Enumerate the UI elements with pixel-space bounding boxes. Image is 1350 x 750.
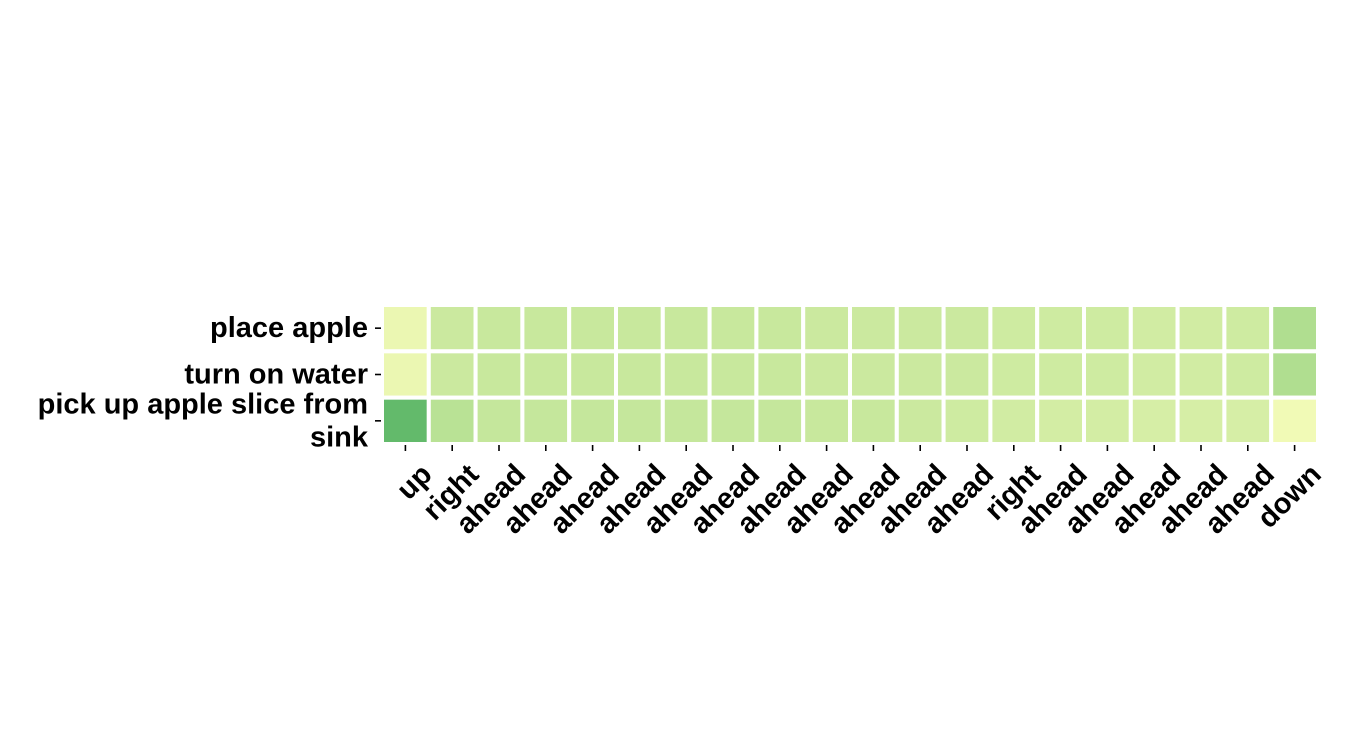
heatmap-cell (1222, 395, 1274, 446)
heatmap-cell (567, 303, 619, 354)
heatmap-cell (754, 303, 806, 354)
heatmap-cell (1128, 395, 1180, 446)
heatmap-cell (988, 349, 1040, 400)
heatmap-cell (894, 303, 946, 354)
heatmap-cell (707, 303, 759, 354)
heatmap-cell (988, 395, 1040, 446)
heatmap-cell (426, 303, 478, 354)
heatmap-cell (614, 303, 665, 354)
heatmap-cell (1035, 303, 1086, 354)
heatmap-cell (380, 395, 431, 446)
heatmap-cell (473, 395, 525, 446)
y-tick-label: pick up apple slice from sink (38, 388, 369, 453)
heatmap-cell (1128, 349, 1180, 400)
heatmap-cell (473, 303, 525, 354)
heatmap-cell (707, 395, 759, 446)
heatmap-cell (941, 303, 993, 354)
heatmap-cell (473, 349, 525, 400)
heatmap-cell (1175, 349, 1227, 400)
heatmap-cell (660, 303, 712, 354)
heatmap-cell (426, 395, 478, 446)
heatmap-cell (1175, 395, 1227, 446)
heatmap-cell (520, 303, 572, 354)
heatmap-cell (1222, 303, 1274, 354)
heatmap-cell (426, 349, 478, 400)
heatmap-cell (894, 395, 946, 446)
heatmap-cell (1175, 303, 1227, 354)
heatmap-cell (660, 395, 712, 446)
heatmap-cell (380, 349, 431, 400)
heatmap-cell (1082, 349, 1133, 400)
heatmap-cell (754, 349, 806, 400)
heatmap-cell (1222, 349, 1274, 400)
heatmap-cell (941, 349, 993, 400)
heatmap-cell (848, 349, 899, 400)
heatmap-cell (801, 395, 853, 446)
heatmap-cell (614, 395, 665, 446)
heatmap-cell (614, 349, 665, 400)
heatmap-cell (1269, 349, 1320, 400)
heatmap-cell (1082, 395, 1133, 446)
heatmap-cells (380, 303, 1320, 446)
heatmap-cell (848, 395, 899, 446)
heatmap-cell (567, 349, 619, 400)
heatmap-cell (707, 349, 759, 400)
heatmap-cell (988, 303, 1040, 354)
y-tick-label: turn on water (184, 359, 368, 391)
heatmap-cell (660, 349, 712, 400)
heatmap-cell (848, 303, 899, 354)
heatmap-cell (754, 395, 806, 446)
heatmap-cell (801, 303, 853, 354)
heatmap-cell (894, 349, 946, 400)
heatmap-cell (520, 395, 572, 446)
x-axis: uprightaheadaheadaheadaheadaheadaheadahe… (391, 445, 1328, 540)
heatmap-cell (1128, 303, 1180, 354)
heatmap-cell (941, 395, 993, 446)
heatmap-cell (1035, 349, 1086, 400)
heatmap-cell (1269, 303, 1320, 354)
heatmap-cell (801, 349, 853, 400)
heatmap-cell (1035, 395, 1086, 446)
heatmap-cell (380, 303, 431, 354)
y-tick-label: place apple (210, 312, 368, 344)
heatmap-cell (520, 349, 572, 400)
heatmap-cell (1269, 395, 1320, 446)
heatmap-cell (567, 395, 619, 446)
heatmap-cell (1082, 303, 1133, 354)
